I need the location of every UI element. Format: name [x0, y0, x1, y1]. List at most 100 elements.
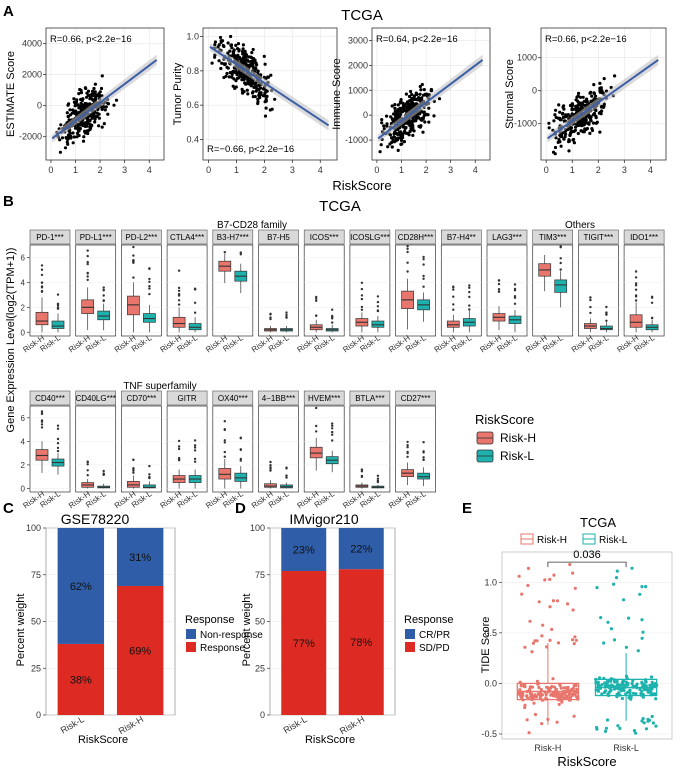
tide-point — [571, 571, 575, 575]
tide-point — [641, 717, 645, 721]
scatter-point — [59, 123, 63, 127]
scatter-point — [388, 142, 392, 146]
tide-point — [575, 687, 579, 691]
tide-point — [540, 634, 544, 638]
tide-point — [571, 686, 576, 690]
x-tick-label: 3 — [622, 165, 627, 175]
scatter-point — [251, 47, 255, 52]
tide-point — [621, 681, 625, 685]
legend-b-label-risk-l: Risk-L — [500, 449, 534, 463]
tide-point — [571, 608, 575, 612]
box-risk-h — [218, 468, 232, 480]
box-outlier — [497, 282, 501, 286]
scatter-point — [553, 113, 557, 117]
box-outlier — [102, 469, 105, 473]
box-risk-l — [417, 472, 430, 480]
tide-point — [548, 605, 552, 609]
scatter-point — [78, 126, 82, 131]
tide-point — [525, 694, 529, 698]
box-outlier — [406, 270, 409, 273]
box-risk-h — [309, 446, 323, 459]
panel-e: E TCGA Risk-H Risk-L TIDE Score RiskScor… — [462, 500, 628, 769]
tide-point — [559, 686, 563, 690]
bar-segment-cr-pr — [281, 528, 327, 572]
scatter-point — [67, 118, 71, 122]
scatter-point — [213, 40, 217, 44]
box-outlier — [468, 290, 471, 294]
tide-point — [556, 695, 560, 699]
correlation-annotation: R=0.66, p<2.2e−16 — [545, 34, 627, 45]
scatter-point — [599, 112, 603, 116]
scatter-point — [390, 136, 394, 140]
box-outlier — [422, 277, 425, 280]
scatter-point — [97, 124, 101, 128]
facet-frame — [75, 405, 117, 493]
scatter-plot-2: R=−0.66, p<2.2e−16 0 1 2 3 4 0.4 0.6 0.8 1.0 Tumor… — [172, 27, 338, 175]
scatter-point — [60, 136, 65, 140]
scatter-point — [81, 139, 86, 143]
box-outlier — [239, 448, 242, 452]
box-outlier — [468, 304, 471, 307]
box-outlier — [360, 470, 364, 473]
correlation-annotation: R=0.66, p<2.2e−16 — [50, 34, 132, 45]
scatter-point — [220, 61, 224, 65]
facet-strip — [258, 229, 299, 245]
box-outlier — [86, 275, 89, 278]
x-tick-label: 4 — [473, 165, 478, 175]
box-outlier — [315, 299, 318, 302]
scatter-point — [562, 137, 566, 141]
scatter-point — [423, 92, 427, 96]
scatter-point — [82, 135, 86, 139]
x-tick-label: 4 — [147, 165, 152, 175]
tide-point — [606, 680, 610, 684]
facet-strip — [303, 390, 345, 406]
box-outlier — [360, 297, 364, 301]
scatter-point — [416, 116, 421, 120]
box-outlier — [56, 427, 60, 430]
x-tick-label: 1 — [234, 165, 239, 175]
panel-e-title: TCGA — [580, 515, 616, 530]
tide-point — [640, 585, 644, 589]
box-outlier — [452, 295, 455, 298]
facet-gene-label: CD70*** — [127, 394, 157, 403]
tide-point — [548, 638, 552, 643]
box-outlier — [406, 250, 409, 254]
scatter-point — [602, 104, 606, 108]
scatter-point — [589, 118, 593, 122]
scatter-point — [229, 34, 233, 39]
scatter-point — [568, 114, 573, 118]
y-tick-label: 25 — [31, 663, 41, 673]
tide-point — [635, 682, 639, 686]
scatter-point — [74, 110, 78, 114]
tide-point — [535, 679, 540, 683]
box-outlier — [497, 290, 501, 293]
scatter-point — [569, 131, 573, 135]
scatter-point — [106, 102, 110, 106]
scatter-point — [226, 66, 230, 70]
scatter-point — [393, 106, 397, 110]
tide-point — [627, 616, 631, 620]
box-outlier — [589, 305, 592, 309]
bar-segment-non-response — [57, 528, 105, 644]
box-outlier — [331, 427, 334, 430]
scatter-point — [97, 116, 101, 120]
tide-point — [630, 566, 634, 570]
x-tick-label: 4 — [648, 165, 653, 175]
tide-point — [557, 702, 561, 707]
scatter-point — [100, 107, 104, 111]
box-outlier — [86, 474, 89, 477]
facet-gene-label: TIGIT*** — [584, 233, 614, 242]
facet-strip — [486, 229, 528, 245]
tide-point — [523, 645, 527, 649]
box-outlier — [331, 422, 334, 425]
scatter-point — [398, 100, 402, 104]
scatter-point — [600, 109, 604, 113]
panel-a: A TCGA RiskScore — [3, 3, 392, 193]
tide-point — [644, 585, 648, 589]
scatter-point — [263, 62, 267, 66]
scatter-point — [401, 136, 405, 140]
regression-line — [546, 59, 659, 140]
scatter-point — [261, 94, 266, 98]
